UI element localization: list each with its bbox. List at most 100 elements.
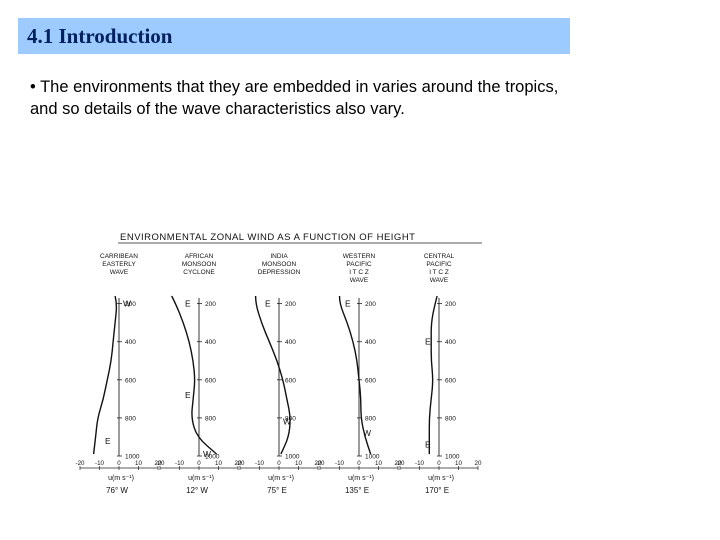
panel-name-line: MONSOON [182,261,217,268]
wind-profile-figure: ENVIRONMENTAL ZONAL WIND AS A FUNCTION O… [70,226,550,506]
panel-name-line: INDIA [270,253,288,260]
pressure-label: 800 [205,415,216,422]
wind-profile-svg: ENVIRONMENTAL ZONAL WIND AS A FUNCTION O… [76,232,482,495]
pressure-label: 200 [285,301,296,308]
panel-location: 135° E [345,486,369,495]
x-tick-label: 10 [135,460,142,467]
pressure-label: 1000 [285,454,300,461]
wind-profile-curve [428,295,438,455]
pressure-label: 400 [365,339,376,346]
x-tick-label: -10 [95,460,105,467]
x-tick-label: 20 [475,460,482,467]
panel-name-line: DEPRESSION [258,269,301,276]
panel-name-line: AFRICAN [185,253,214,260]
panel-name-line: CYCLONE [183,269,215,276]
x-axis-label: u(m s⁻¹) [188,475,214,482]
x-tick-label: 20 [235,460,242,467]
x-tick-label: 10 [455,460,462,467]
pressure-label: 800 [365,415,376,422]
x-tick-label: -10 [255,460,265,467]
x-tick-label: -10 [415,460,425,467]
pressure-label: 200 [205,301,216,308]
x-tick-label: 0 [277,460,281,467]
x-tick-label: -20 [396,460,406,467]
wind-direction-marker: W [123,299,131,309]
wind-direction-marker: E [425,440,431,450]
x-tick-label: -20 [156,460,166,467]
x-tick-label: 10 [215,460,222,467]
x-tick-label: -20 [316,460,326,467]
wind-direction-marker: E [345,299,351,309]
pressure-label: 600 [365,377,376,384]
x-tick-label: 0 [117,460,121,467]
wind-direction-marker: E [105,436,111,446]
panel-name-line: WESTERN [343,253,376,260]
panel-name-line: I T C Z [349,269,369,276]
panel-name-line: PACIFIC [346,261,371,268]
x-tick-label: -10 [175,460,185,467]
wind-direction-marker: E [425,337,431,347]
pressure-label: 1000 [125,454,140,461]
wind-direction-marker: E [185,390,191,400]
wind-profile-curve [254,295,291,455]
x-tick-label: 0 [357,460,361,467]
x-tick-label: -20 [76,460,86,467]
wind-profile-curve [338,295,372,455]
panel-location: 76° W [106,486,128,495]
panel-name-line: WAVE [430,277,449,284]
pressure-label: 400 [285,339,296,346]
wind-direction-marker: W [203,449,211,459]
pressure-label: 1000 [205,454,220,461]
x-axis-label: u(m s⁻¹) [428,475,454,482]
panel-location: 170° E [425,486,449,495]
panel-location: 12° W [186,486,208,495]
x-tick-label: 20 [155,460,162,467]
panel-name-line: CARRIBEAN [100,253,138,260]
title-bar: 4.1 Introduction [18,18,570,54]
panel-name-line: WAVE [350,277,369,284]
panel-name-line: EASTERLY [102,261,136,268]
x-axis-label: u(m s⁻¹) [348,475,374,482]
pressure-label: 600 [445,377,456,384]
wind-direction-marker: E [185,299,191,309]
pressure-label: 1000 [365,454,380,461]
pressure-label: 200 [365,301,376,308]
bullet-text: The environments that they are embedded … [30,78,559,118]
panel-name-line: MONSOON [262,261,297,268]
panel-name-line: WAVE [110,269,129,276]
pressure-label: 800 [125,415,136,422]
x-axis-label: u(m s⁻¹) [268,475,294,482]
x-tick-label: -10 [335,460,345,467]
pressure-label: 800 [445,415,456,422]
pressure-label: 600 [205,377,216,384]
wind-profile-curve [92,295,118,455]
x-tick-label: 10 [295,460,302,467]
bullet-marker: • [30,78,36,96]
pressure-label: 1000 [445,454,460,461]
x-tick-label: 20 [395,460,402,467]
wind-direction-marker: W [283,417,291,427]
panel-name-line: I T C Z [429,269,449,276]
x-axis-label: u(m s⁻¹) [108,475,134,482]
x-tick-label: 0 [437,460,441,467]
pressure-label: 400 [445,339,456,346]
figure-heading: ENVIRONMENTAL ZONAL WIND AS A FUNCTION O… [120,232,415,243]
pressure-label: 200 [445,301,456,308]
pressure-label: 400 [205,339,216,346]
panel-location: 75° E [267,486,287,495]
pressure-label: 400 [125,339,136,346]
panel-name-line: CENTRAL [424,253,455,260]
pressure-label: 600 [125,377,136,384]
x-tick-label: -20 [236,460,246,467]
x-tick-label: 0 [197,460,201,467]
pressure-label: 600 [285,377,296,384]
panel-name-line: PACIFIC [426,261,451,268]
wind-direction-marker: E [265,299,271,309]
wind-profile-curve [171,295,218,455]
slide-title: 4.1 Introduction [27,24,173,48]
pressure-label: 200 [125,301,136,308]
x-tick-label: 10 [375,460,382,467]
wind-direction-marker: W [363,428,371,438]
x-tick-label: 20 [315,460,322,467]
bullet-paragraph: • The environments that they are embedde… [30,76,570,120]
